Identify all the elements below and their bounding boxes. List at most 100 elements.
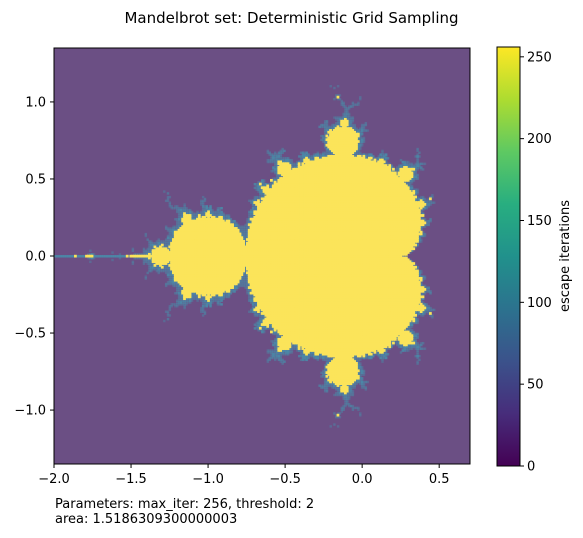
heatmap-cell — [203, 208, 207, 212]
heatmap-cell — [423, 218, 427, 221]
heatmap-cell — [249, 299, 253, 302]
heatmap-cell — [407, 162, 410, 166]
heatmap-cell — [179, 286, 183, 289]
heatmap-cell — [275, 173, 279, 177]
heatmap-cell — [237, 282, 240, 286]
heatmap-cell — [292, 343, 295, 347]
heatmap-cell — [246, 229, 249, 232]
heatmap-cell — [429, 306, 432, 310]
heatmap-cell — [209, 207, 212, 210]
heatmap-cell — [325, 380, 329, 384]
heatmap-cell — [90, 253, 94, 256]
heatmap-cell — [259, 197, 262, 201]
heatmap-cell — [364, 121, 368, 125]
heatmap-cell — [396, 173, 399, 177]
heatmap-cell — [416, 341, 419, 345]
heatmap-cell — [255, 205, 258, 208]
heatmap-cell — [246, 221, 249, 225]
heatmap-cell — [222, 297, 225, 301]
heatmap-cell — [414, 310, 417, 313]
heatmap-cell — [133, 253, 136, 256]
heatmap-cell — [425, 201, 429, 204]
heatmap-cell — [359, 414, 362, 417]
heatmap-cell — [416, 319, 419, 323]
heatmap-cell — [216, 210, 220, 214]
heatmap-cell — [410, 330, 414, 334]
heatmap-cell — [166, 312, 170, 315]
heatmap-cell — [157, 238, 160, 241]
heatmap-cell — [168, 227, 172, 230]
heatmap-cell — [329, 360, 332, 363]
heatmap-cell — [179, 299, 183, 302]
heatmap-cell — [261, 314, 264, 317]
heatmap-cell — [246, 269, 249, 273]
heatmap-cell — [214, 293, 218, 297]
heatmap-cell — [277, 155, 281, 158]
heatmap-cell — [255, 207, 258, 210]
heatmap-cell — [255, 304, 258, 308]
heatmap-cell — [423, 232, 427, 236]
heatmap-cell — [347, 390, 351, 393]
heatmap-cell — [213, 212, 216, 215]
chart-title: Mandelbrot set: Deterministic Grid Sampl… — [124, 9, 459, 27]
heatmap-cell — [140, 253, 144, 256]
heatmap-cell — [275, 330, 279, 334]
heatmap-cell — [259, 186, 262, 190]
heatmap-cell — [166, 282, 170, 286]
heatmap-cell — [246, 280, 249, 284]
heatmap-cell — [155, 243, 159, 247]
heatmap-cell — [403, 347, 406, 350]
heatmap-cell — [431, 201, 434, 204]
heatmap-cell — [168, 242, 172, 245]
heatmap-cell — [351, 386, 355, 389]
heatmap-cell — [329, 84, 332, 88]
heatmap-cell — [166, 245, 170, 249]
heatmap-cell — [351, 406, 355, 410]
heatmap-cell — [142, 251, 146, 254]
heatmap-cell — [421, 197, 425, 201]
heatmap-cell — [220, 297, 223, 301]
heatmap-cell — [390, 345, 393, 349]
heatmap-cell — [214, 210, 218, 214]
heatmap-cell — [366, 155, 369, 158]
heatmap-cell — [406, 330, 410, 334]
heatmap-cell — [177, 284, 181, 288]
heatmap-cell — [421, 301, 425, 304]
heatmap-cell — [421, 341, 425, 345]
heatmap-cell — [148, 245, 151, 249]
heatmap-cell — [421, 216, 425, 219]
heatmap-cell — [207, 303, 210, 306]
heatmap-cell — [272, 327, 275, 330]
heatmap-cell — [410, 184, 414, 188]
heatmap-cell — [384, 356, 388, 360]
heatmap-cell — [274, 153, 277, 156]
heatmap-cell — [408, 330, 412, 334]
heatmap-cell — [261, 192, 264, 195]
heatmap-cell — [407, 345, 410, 349]
heatmap-cell — [277, 158, 281, 162]
heatmap-cell — [177, 208, 181, 212]
heatmap-cell — [390, 164, 393, 167]
heatmap-cell — [281, 353, 284, 356]
heatmap-cell — [176, 299, 179, 302]
heatmap-cell — [318, 157, 321, 160]
heatmap-cell — [279, 157, 283, 160]
heatmap-cell — [357, 408, 360, 411]
heatmap-cell — [200, 308, 203, 312]
heatmap-cell — [298, 354, 301, 358]
heatmap-cell — [200, 295, 203, 299]
heatmap-cell — [425, 219, 429, 223]
heatmap-cell — [383, 153, 386, 156]
heatmap-cell — [421, 297, 425, 301]
heatmap-cell — [429, 199, 432, 203]
heatmap-cell — [246, 231, 249, 234]
heatmap-cell — [270, 325, 273, 328]
heatmap-cell — [222, 295, 225, 299]
heatmap-cell — [176, 303, 179, 306]
heatmap-cell — [209, 208, 212, 212]
heatmap-cell — [420, 212, 423, 215]
heatmap-cell — [312, 158, 316, 162]
heatmap-cell — [274, 155, 277, 158]
heatmap-cell — [277, 177, 281, 180]
heatmap-cell — [381, 155, 384, 158]
